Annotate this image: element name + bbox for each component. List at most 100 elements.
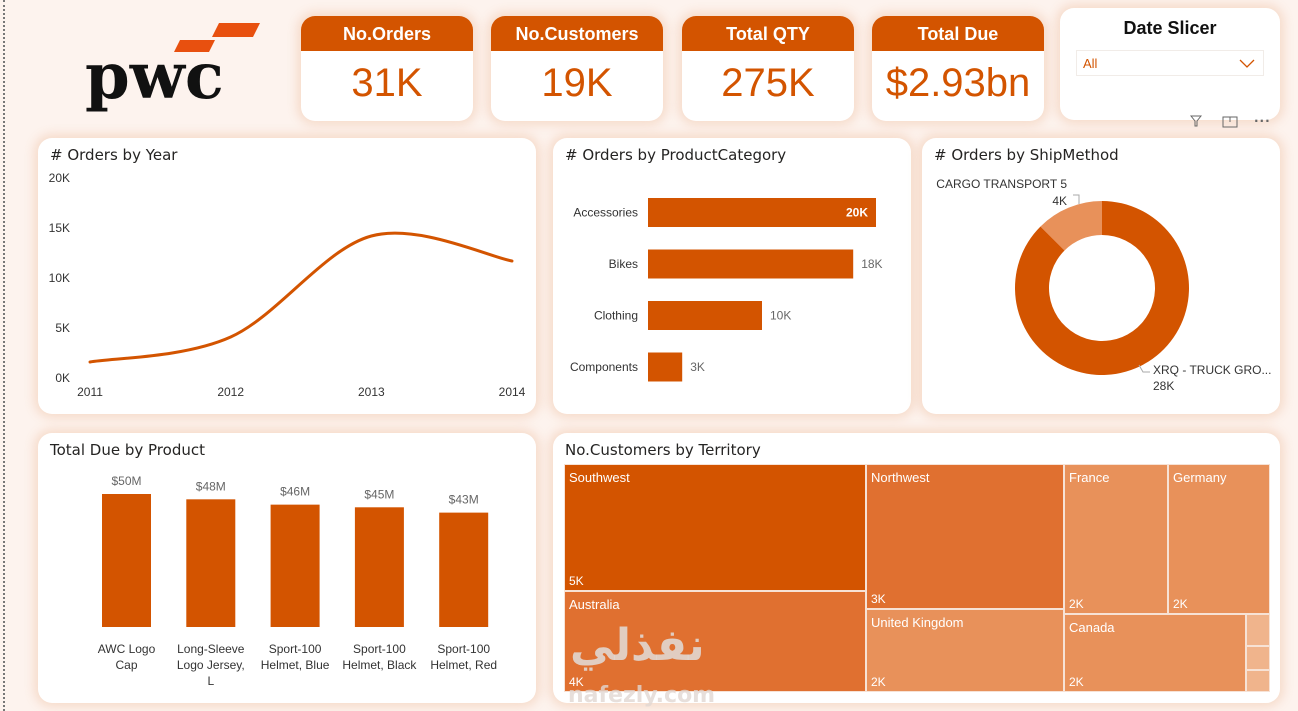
category-label: Components [570,360,638,374]
bar-data-label: $48M [196,479,226,493]
treemap-cell-australia[interactable]: Australia 4K [564,591,866,692]
treemap-cell-label: Canada [1069,620,1115,635]
totaldue-by-product-chart: $50M AWC Logo Cap $48M Long-Sleeve Logo Jerse… [98,474,497,688]
product-label: Sport-100 [353,642,406,656]
pwc-logo-mark: pwc [85,23,260,114]
orders-by-year-chart: 0K 5K 10K 15K 20K 2011 2012 2013 2014 [49,171,526,399]
visual-header-tools: ··· [1182,114,1282,134]
y-tick-label: 5K [55,321,70,335]
product-label: Helmet, Red [430,658,497,672]
treemap-cell-france[interactable]: France 2K [1064,464,1168,614]
treemap-cell-other[interactable] [1246,670,1270,692]
kpi-card-total-due[interactable]: Total Due $2.93bn [872,16,1044,121]
category-bar[interactable] [648,301,762,330]
product-label: Helmet, Blue [261,658,330,672]
bar-data-label: $43M [449,493,479,507]
bar-data-label: 3K [690,360,705,374]
treemap-cell-value: 2K [1069,675,1084,689]
product-label: Logo Jersey, [177,658,245,672]
treemap-cell-other[interactable] [1246,614,1270,646]
category-bar[interactable] [648,352,683,382]
treemap-cell-label: Southwest [569,470,630,485]
totaldue-by-product-panel: Total Due by Product $50M AWC Logo Cap $48M… [38,433,536,703]
slice-value-label: 28K [1153,379,1174,393]
product-label: Cap [115,658,137,672]
treemap-cell-canada[interactable]: Canada 2K [1064,614,1246,692]
customers-by-territory-panel: No.Customers by Territory Southwest 5K Aus… [553,433,1280,703]
kpi-card-total-qty[interactable]: Total QTY 275K [682,16,854,121]
product-label: Long-Sleeve [177,642,245,656]
product-label: L [207,674,214,688]
date-slicer: Date Slicer All [1060,8,1280,120]
kpi-label: No.Customers [491,16,663,51]
product-label: Helmet, Black [342,658,417,672]
donut-slice[interactable] [1040,201,1102,251]
bar-data-label: 18K [861,257,882,271]
chart-title: # Orders by Year [50,146,178,164]
donut-slice[interactable] [1015,201,1189,375]
orders-by-year-panel: # Orders by Year 0K 5K 10K 15K 20K 2011 2012 20… [38,138,536,414]
treemap-cell-southwest[interactable]: Southwest 5K [564,464,866,591]
treemap-cell-northwest[interactable]: Northwest 3K [866,464,1064,609]
filter-icon[interactable] [1189,114,1203,131]
pwc-logo: pwc [35,8,287,126]
y-tick-label: 20K [49,171,70,185]
treemap-cell-label: Australia [569,597,620,612]
kpi-label: Total Due [872,16,1044,51]
y-tick-label: 0K [55,371,70,385]
treemap-cell-other[interactable] [1246,646,1270,670]
chart-title: # Orders by ProductCategory [565,146,787,164]
category-bar[interactable] [648,198,876,227]
treemap-cell-label: France [1069,470,1110,485]
x-tick-label: 2012 [217,385,244,399]
kpi-label: Total QTY [682,16,854,51]
more-options-icon[interactable]: ··· [1254,114,1271,128]
customers-by-territory-treemap: Southwest 5K Australia 4K Northwest 3K United … [564,464,1270,692]
leader-line [1138,364,1150,373]
bar-data-label: $45M [364,487,394,501]
logo-text: pwc [85,39,224,114]
chart-title: No.Customers by Territory [565,441,761,459]
canvas-edge [3,0,5,711]
product-bar[interactable] [186,499,236,627]
slicer-selected-value: All [1083,56,1098,71]
chart-title: Total Due by Product [50,441,205,459]
treemap-cell-value: 4K [569,675,584,689]
kpi-value: 31K [351,61,423,105]
kpi-card-customers[interactable]: No.Customers 19K [491,16,663,121]
slice-category-label: XRQ - TRUCK GRO... [1153,363,1271,377]
orders-line-series[interactable] [88,231,514,364]
slicer-title: Date Slicer [1123,18,1217,38]
product-label: AWC Logo [98,642,156,656]
date-slicer-dropdown[interactable]: All [1076,50,1264,76]
x-tick-label: 2013 [358,385,385,399]
orders-by-shipmethod-chart: CARGO TRANSPORT 5 4K XRQ - TRUCK GRO... 28K [936,177,1271,393]
product-bar[interactable] [439,512,489,627]
bar-data-label: 10K [770,309,791,323]
chart-title: # Orders by ShipMethod [934,146,1119,164]
treemap-cell-value: 2K [1173,597,1188,611]
kpi-card-orders[interactable]: No.Orders 31K [301,16,473,121]
treemap-cell-united-kingdom[interactable]: United Kingdom 2K [866,609,1064,692]
kpi-value: $2.93bn [885,61,1031,105]
product-bar[interactable] [102,494,151,627]
kpi-value: 275K [721,61,815,105]
treemap-cell-germany[interactable]: Germany 2K [1168,464,1270,614]
product-label: Sport-100 [269,642,322,656]
orders-by-shipmethod-panel: # Orders by ShipMethod CARGO TRANSPORT 5… [922,138,1280,414]
product-label: Sport-100 [437,642,490,656]
leader-line [1073,194,1080,204]
category-label: Clothing [594,309,638,323]
treemap-cell-label: Germany [1173,470,1227,485]
category-bar[interactable] [648,249,854,279]
kpi-value: 19K [541,61,613,105]
treemap-cell-value: 3K [871,592,886,606]
y-tick-label: 10K [49,271,70,285]
product-bar[interactable] [270,504,320,627]
category-label: Accessories [573,206,638,220]
slice-value-label: 4K [1052,194,1067,208]
focus-mode-icon[interactable] [1222,114,1238,131]
bar-data-label: 20K [846,206,868,220]
product-bar[interactable] [354,507,404,627]
category-label: Bikes [609,257,638,271]
